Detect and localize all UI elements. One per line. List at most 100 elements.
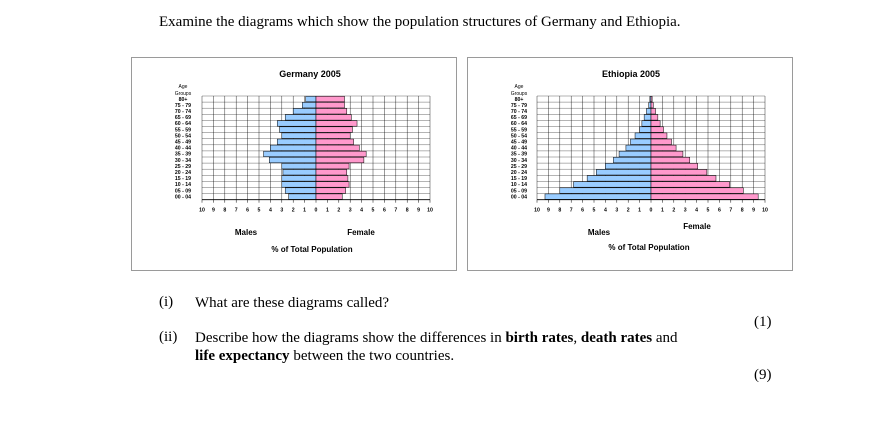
ethiopia-x-tick-label: 1 xyxy=(661,208,664,214)
ethiopia-male-bar xyxy=(559,187,652,194)
germany-age-label: 80+ xyxy=(179,97,188,103)
ethiopia-female-bar xyxy=(650,181,730,188)
germany-female-bar xyxy=(315,150,367,157)
question-ii-number: (ii) xyxy=(159,329,178,345)
ethiopia-x-tick-label: 3 xyxy=(684,208,687,214)
germany-x-tick-label: 8 xyxy=(223,208,226,214)
germany-male-bar xyxy=(281,181,317,188)
ethiopia-x-tick-label: 2 xyxy=(672,208,675,214)
ethiopia-age-label: 00 - 04 xyxy=(511,194,527,200)
germany-age-label: 40 - 44 xyxy=(175,146,191,152)
germany-x-tick-label: 3 xyxy=(280,208,283,214)
germany-male-bar xyxy=(305,96,317,103)
ethiopia-female-bar xyxy=(650,138,672,145)
germany-male-bar xyxy=(263,150,317,157)
germany-female-bar xyxy=(315,114,352,121)
germany-x-tick-label: 2 xyxy=(337,208,340,214)
germany-x-tick-label: 7 xyxy=(235,208,238,214)
germany-male-bar xyxy=(281,163,317,170)
ethiopia-female-bar xyxy=(650,102,654,109)
question-intro: Examine the diagrams which show the popu… xyxy=(159,14,681,30)
germany-female-bar xyxy=(315,132,351,139)
ethiopia-age-axis-title: Groups xyxy=(511,91,528,97)
germany-female-bar xyxy=(315,187,346,194)
ethiopia-female-bar xyxy=(650,163,698,170)
germany-x-tick-label: 4 xyxy=(269,208,272,214)
germany-female-bar xyxy=(315,120,358,127)
germany-female-bar xyxy=(315,144,360,151)
ethiopia-female-bar xyxy=(650,126,664,133)
germany-female-bar xyxy=(315,138,354,145)
question-ii-text-part: Describe how the diagrams show the diffe… xyxy=(195,330,506,346)
germany-age-label: 10 - 14 xyxy=(175,182,191,188)
question-i-number: (i) xyxy=(159,294,174,310)
ethiopia-female-bar xyxy=(650,150,684,157)
germany-chart-title: Germany 2005 xyxy=(279,69,341,79)
ethiopia-age-label: 75 - 79 xyxy=(511,103,527,109)
ethiopia-male-bar xyxy=(544,193,652,200)
ethiopia-male-bar xyxy=(573,181,652,188)
ethiopia-female-bar xyxy=(650,157,691,164)
germany-x-tick-label: 7 xyxy=(394,208,397,214)
germany-x-tick-label: 4 xyxy=(360,208,363,214)
ethiopia-female-bar xyxy=(650,114,659,121)
ethiopia-female-bar xyxy=(650,132,668,139)
ethiopia-age-label: 45 - 49 xyxy=(511,140,527,146)
ethiopia-male-bar xyxy=(618,150,652,157)
germany-male-bar xyxy=(282,169,317,176)
germany-x-tick-label: 6 xyxy=(246,208,249,214)
ethiopia-x-tick-label: 8 xyxy=(741,208,744,214)
ethiopia-age-label: 80+ xyxy=(515,97,524,103)
ethiopia-age-label: 35 - 39 xyxy=(511,152,527,158)
germany-male-bar xyxy=(284,114,317,121)
ethiopia-male-bar xyxy=(641,120,652,127)
germany-female-bar xyxy=(315,181,350,188)
germany-male-bar xyxy=(281,175,317,182)
ethiopia-male-bar xyxy=(605,163,652,170)
question-ii-text-part: , xyxy=(573,330,581,346)
question-ii-marks: (9) xyxy=(754,367,772,383)
germany-female-bar xyxy=(315,126,353,133)
ethiopia-age-label: 55 - 59 xyxy=(511,127,527,133)
germany-age-label: 75 - 79 xyxy=(175,103,191,109)
ethiopia-age-label: 60 - 64 xyxy=(511,121,527,127)
question-i-marks: (1) xyxy=(754,314,772,330)
ethiopia-males-label: Males xyxy=(588,228,611,237)
ethiopia-female-bar xyxy=(650,96,653,103)
germany-age-label: 45 - 49 xyxy=(175,140,191,146)
germany-age-label: 25 - 29 xyxy=(175,164,191,170)
germany-male-bar xyxy=(292,108,317,115)
ethiopia-male-bar xyxy=(625,144,652,151)
germany-age-label: 35 - 39 xyxy=(175,152,191,158)
germany-x-tick-label: 9 xyxy=(212,208,215,214)
ethiopia-age-label: 65 - 69 xyxy=(511,115,527,121)
germany-female-bar xyxy=(315,193,343,200)
ethiopia-x-tick-label: 3 xyxy=(615,208,618,214)
question-ii-text-part: and xyxy=(652,330,678,346)
germany-female-bar xyxy=(315,108,348,115)
germany-x-tick-label: 8 xyxy=(406,208,409,214)
ethiopia-x-axis-label: % of Total Population xyxy=(608,243,689,252)
ethiopia-x-tick-label: 4 xyxy=(604,208,607,214)
ethiopia-x-tick-label: 4 xyxy=(695,208,698,214)
germany-male-bar xyxy=(281,132,317,139)
ethiopia-age-label: 15 - 19 xyxy=(511,176,527,182)
germany-x-axis-label: % of Total Population xyxy=(271,245,352,254)
ethiopia-age-label: 30 - 34 xyxy=(511,158,527,164)
question-i: (i) What are these diagrams called? xyxy=(159,294,759,314)
ethiopia-female-bar xyxy=(650,120,661,127)
germany-female-bar xyxy=(315,102,345,109)
germany-male-bar xyxy=(302,102,317,109)
ethiopia-male-bar xyxy=(630,138,652,145)
germany-x-tick-label: 10 xyxy=(427,208,433,214)
germany-chart-panel: Germany 2005 Age Groups 80+ 75 - 79 70 - 74 65… xyxy=(131,57,457,271)
germany-age-label: 30 - 34 xyxy=(175,158,191,164)
germany-male-bar xyxy=(269,157,317,164)
germany-age-axis-title: Age xyxy=(179,84,188,90)
ethiopia-female-label: Female xyxy=(683,222,711,231)
ethiopia-female-bar xyxy=(650,169,708,176)
ethiopia-x-tick-label: 9 xyxy=(752,208,755,214)
germany-female-bar xyxy=(315,169,348,176)
question-ii-text: Describe how the diagrams show the diffe… xyxy=(195,329,695,365)
ethiopia-x-tick-label: 6 xyxy=(718,208,721,214)
